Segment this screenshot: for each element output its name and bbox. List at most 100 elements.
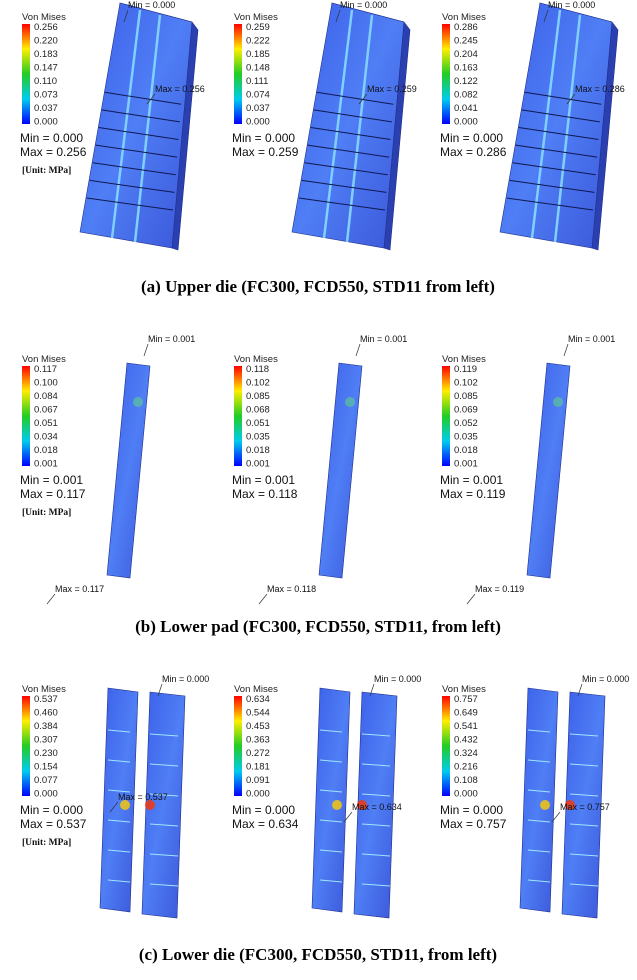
legend-value: 0.102	[246, 378, 270, 389]
leader	[564, 344, 568, 356]
color-bar	[442, 366, 450, 466]
leader	[259, 594, 267, 604]
legend-value: 0.108	[454, 775, 478, 786]
min-marker: Min = 0.001	[568, 334, 615, 344]
min-value: Min = 0.001	[20, 473, 83, 487]
figure: Von Mises0.2560.2200.1830.1470.1100.0730…	[0, 0, 637, 980]
min-marker: Min = 0.000	[162, 674, 209, 684]
legend-value: 0.018	[34, 445, 58, 456]
legend-value: 0.222	[246, 36, 270, 47]
legend-value: 0.110	[34, 76, 57, 87]
caption: (c) Lower die (FC300, FCD550, STD11, fro…	[139, 945, 497, 964]
legend-value: 0.541	[454, 721, 478, 732]
legend-value: 0.118	[246, 364, 269, 375]
max-value: Max = 0.634	[232, 817, 299, 831]
pad	[107, 363, 150, 578]
legend-value: 0.757	[454, 694, 478, 705]
min-marker: Min = 0.000	[128, 0, 175, 10]
max-marker: Max = 0.286	[575, 84, 625, 94]
legend-value: 0.185	[246, 49, 270, 60]
hot-spot	[133, 397, 143, 407]
color-bar	[22, 696, 30, 796]
color-bar	[442, 696, 450, 796]
max-value: Max = 0.757	[440, 817, 507, 831]
legend-value: 0.148	[246, 63, 270, 74]
pad	[527, 363, 570, 578]
legend-value: 0.068	[246, 405, 270, 416]
min-value: Min = 0.000	[20, 131, 83, 145]
leader	[356, 344, 360, 356]
max-value: Max = 0.119	[440, 487, 506, 501]
max-marker: Max = 0.118	[267, 584, 316, 594]
leader	[47, 594, 55, 604]
legend-value: 0.051	[246, 418, 270, 429]
color-bar	[234, 24, 242, 124]
legend-value: 0.460	[34, 708, 58, 719]
legend-value: 0.117	[34, 364, 57, 375]
legend-value: 0.000	[454, 789, 478, 800]
legend-value: 0.069	[454, 405, 478, 416]
legend-value: 0.286	[454, 22, 478, 33]
legend-value: 0.272	[246, 748, 270, 759]
legend-value: 0.052	[454, 418, 478, 429]
max-value: Max = 0.537	[20, 817, 87, 831]
legend-value: 0.183	[34, 49, 58, 60]
legend-value: 0.091	[246, 775, 270, 786]
legend-value: 0.111	[246, 76, 268, 87]
legend-value: 0.000	[34, 117, 58, 128]
die-bar	[520, 688, 558, 912]
max-value: Max = 0.286	[440, 145, 507, 159]
legend-value: 0.432	[454, 735, 478, 746]
pad	[319, 363, 362, 578]
legend-value: 0.147	[34, 63, 58, 74]
max-value: Max = 0.256	[20, 145, 87, 159]
unit: [Unit: MPa]	[22, 166, 71, 176]
legend-value: 0.119	[454, 364, 477, 375]
hot-spot	[345, 397, 355, 407]
legend-value: 0.037	[246, 103, 270, 114]
legend-value: 0.085	[454, 391, 478, 402]
min-value: Min = 0.000	[440, 131, 503, 145]
die-bar	[312, 688, 350, 912]
max-value: Max = 0.118	[232, 487, 298, 501]
max-value: Max = 0.259	[232, 145, 299, 159]
legend-value: 0.085	[246, 391, 270, 402]
color-bar	[442, 24, 450, 124]
legend-value: 0.245	[454, 36, 478, 47]
legend-value: 0.074	[246, 90, 270, 101]
legend-value: 0.051	[34, 418, 58, 429]
legend-value: 0.041	[454, 103, 478, 114]
min-value: Min = 0.000	[20, 803, 83, 817]
legend-value: 0.067	[34, 405, 58, 416]
min-value: Min = 0.000	[440, 803, 503, 817]
max-marker: Max = 0.117	[55, 584, 104, 594]
legend-value: 0.037	[34, 103, 58, 114]
legend-value: 0.100	[34, 378, 58, 389]
max-marker: Max = 0.119	[475, 584, 524, 594]
legend-value: 0.259	[246, 22, 270, 33]
min-value: Min = 0.001	[440, 473, 503, 487]
legend-value: 0.001	[454, 459, 478, 470]
legend-value: 0.000	[34, 789, 58, 800]
min-value: Min = 0.000	[232, 803, 295, 817]
legend-value: 0.324	[454, 748, 478, 759]
hot-spot	[332, 800, 342, 810]
max-marker: Max = 0.259	[367, 84, 417, 94]
min-value: Min = 0.000	[232, 131, 295, 145]
legend-value: 0.384	[34, 721, 58, 732]
max-marker: Max = 0.757	[560, 802, 610, 812]
legend-value: 0.256	[34, 22, 58, 33]
legend-value: 0.035	[454, 432, 478, 443]
unit: [Unit: MPa]	[22, 838, 71, 848]
legend-value: 0.084	[34, 391, 58, 402]
legend-value: 0.000	[246, 789, 270, 800]
max-marker: Max = 0.634	[352, 802, 402, 812]
min-marker: Min = 0.001	[148, 334, 195, 344]
legend-value: 0.220	[34, 36, 58, 47]
legend-value: 0.035	[246, 432, 270, 443]
legend-value: 0.453	[246, 721, 270, 732]
caption: (a) Upper die (FC300, FCD550, STD11 from…	[141, 277, 495, 296]
unit: [Unit: MPa]	[22, 508, 71, 518]
max-marker: Max = 0.256	[155, 84, 205, 94]
legend-value: 0.077	[34, 775, 58, 786]
